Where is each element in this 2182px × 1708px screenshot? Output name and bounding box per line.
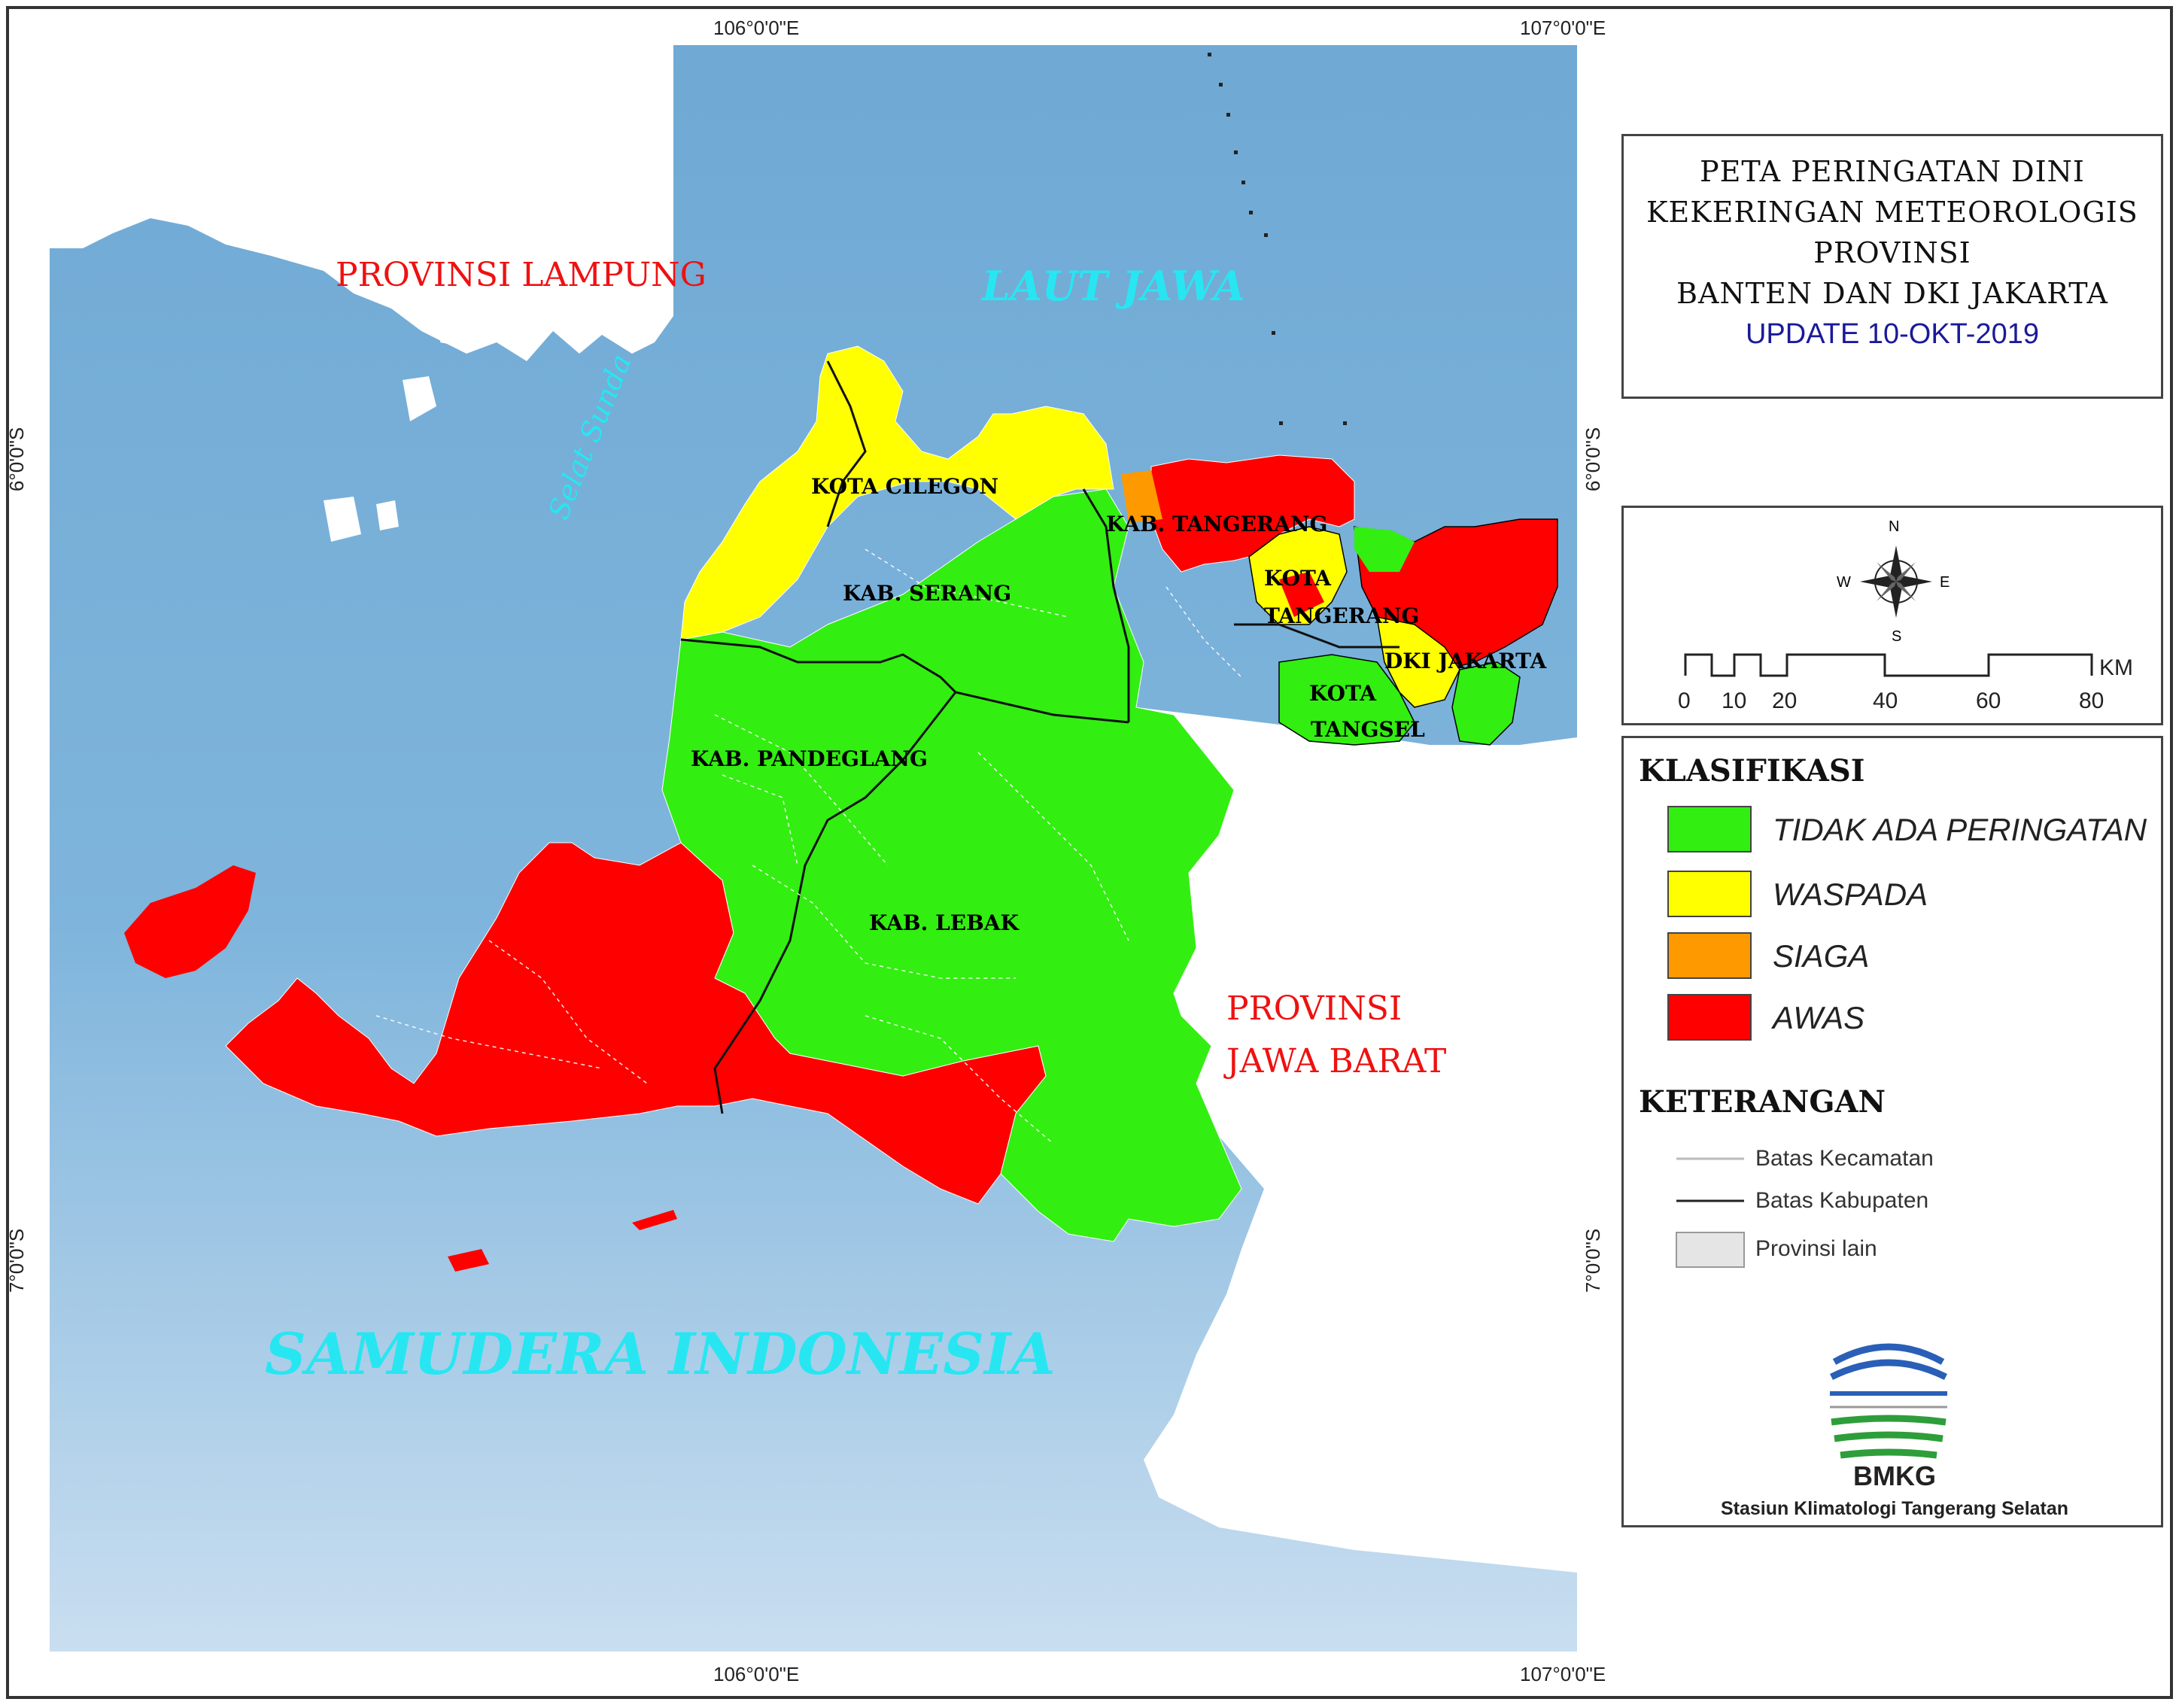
lon-label-107-top: 107°0'0"E — [1520, 17, 1606, 39]
title-line-1: PETA PERINGATAN DINI — [1700, 155, 2085, 188]
kecamatan-boundaries — [375, 549, 1242, 1144]
legend-label-awas: AWAS — [1773, 1000, 1865, 1035]
label-kota-tangsel-1: KOTA — [1309, 681, 1377, 706]
lat-label-6-left: 6°0'0"S — [5, 427, 29, 492]
banten-green-central — [661, 488, 1242, 1242]
legend-label-tidak-ada: TIDAK ADA PERINGATAN — [1773, 812, 2147, 847]
lat-label-6-right: 6°0'0"S — [1582, 427, 1605, 492]
banten-waspada-northwest — [680, 345, 1114, 640]
scale-unit: KM — [2099, 655, 2133, 680]
legend-box: KLASIFIKASI TIDAK ADA PERINGATAN WASPADA… — [1621, 736, 2163, 1527]
label-kab-tangerang: KAB. TANGERANG — [1106, 512, 1328, 536]
legend-swatch-waspada — [1667, 871, 1752, 917]
lampung-landmass — [50, 45, 673, 361]
label-provinsi-lampung: PROVINSI LAMPUNG — [336, 256, 707, 294]
scale-tick-80: 80 — [2079, 688, 2105, 713]
legend-klasifikasi-title: KLASIFIKASI — [1639, 753, 1865, 789]
label-kota-cilegon: KOTA CILEGON — [811, 474, 999, 499]
legend-swatch-tidak-ada — [1667, 806, 1752, 852]
legend-batas-kabupaten: Batas Kabupaten — [1755, 1188, 1929, 1213]
islet-south-1 — [448, 1249, 489, 1272]
panaitan-island — [124, 865, 256, 978]
scale-tick-60: 60 — [1976, 688, 2001, 713]
legend-label-waspada: WASPADA — [1773, 877, 1928, 912]
label-kota-tangerang-2: TANGERANG — [1264, 603, 1420, 628]
lat-label-7-left: 7°0'0"S — [5, 1228, 29, 1293]
jakarta-south-green — [1451, 661, 1521, 746]
kota-tangerang-awas — [1279, 572, 1324, 617]
label-kab-pandeglang: KAB. PANDEGLANG — [691, 746, 928, 771]
update-date: UPDATE 10-OKT-2019 — [1745, 318, 2039, 350]
kabupaten-boundary — [826, 360, 867, 527]
thousand-islands — [1208, 53, 1347, 425]
scale-tick-10: 10 — [1722, 688, 1747, 713]
compass-w: W — [1837, 574, 1851, 591]
bmkg-station: Stasiun Klimatologi Tangerang Selatan — [1720, 1498, 2069, 1519]
label-samudera-indonesia: SAMUDERA INDONESIA — [265, 1321, 1056, 1387]
compass-e: E — [1940, 574, 1950, 591]
lampung-islet — [440, 316, 463, 346]
title-line-3: PROVINSI — [1813, 236, 1971, 269]
provinsi-lain-symbol — [1676, 1232, 1745, 1268]
title-line-2: KEKERINGAN METEOROLOGIS — [1646, 196, 2138, 229]
kab-tangerang-awas — [1150, 454, 1355, 573]
jabar-landmass — [1136, 707, 1577, 1573]
dki-green-strip — [1354, 527, 1415, 572]
compass-scale-box: N S E W 0 10 20 40 60 80 KM — [1621, 506, 2163, 725]
kabupaten-boundary — [1234, 623, 1399, 649]
map-title-box: PETA PERINGATAN DINI KEKERINGAN METEOROL… — [1621, 134, 2163, 399]
compass-n: N — [1889, 518, 1900, 535]
label-laut-jawa: LAUT JAWA — [982, 262, 1245, 310]
scale-tick-0: 0 — [1678, 688, 1691, 713]
label-kota-tangsel-2: TANGSEL — [1311, 717, 1425, 742]
lon-label-106-top: 106°0'0"E — [713, 17, 800, 39]
compass-rose — [1860, 546, 1932, 618]
legend-provinsi-lain: Provinsi lain — [1755, 1236, 1877, 1261]
lampung-islet — [324, 497, 361, 542]
label-kab-serang: KAB. SERANG — [843, 581, 1012, 606]
islet-south-2 — [632, 1210, 677, 1230]
dki-waspada — [1376, 616, 1460, 708]
legend-keterangan-title: KETERANGAN — [1639, 1084, 1886, 1120]
label-jabar-1: PROVINSI — [1226, 989, 1402, 1028]
lon-label-106-bottom: 106°0'0"E — [713, 1663, 800, 1685]
kota-tangsel-green — [1278, 654, 1415, 746]
legend-label-siaga: SIAGA — [1773, 938, 1870, 974]
kabupaten-boundary — [1082, 488, 1130, 722]
kabupaten-boundary — [680, 638, 1129, 724]
lat-label-7-right: 7°0'0"S — [1582, 1228, 1605, 1293]
scale-bar — [1684, 653, 2093, 677]
kab-tangerang-siaga — [1121, 470, 1162, 523]
label-dki-jakarta: DKI JAKARTA — [1384, 649, 1547, 673]
scale-tick-40: 40 — [1873, 688, 1898, 713]
compass-s: S — [1892, 628, 1902, 645]
legend-swatch-awas — [1667, 994, 1752, 1041]
label-jabar-2: JAWA BARAT — [1226, 1042, 1447, 1080]
label-kab-lebak: KAB. LEBAK — [869, 910, 1019, 935]
legend-swatch-siaga — [1667, 932, 1752, 979]
lon-label-107-bottom: 107°0'0"E — [1520, 1663, 1606, 1685]
label-kota-tangerang-1: KOTA — [1264, 566, 1332, 591]
bmkg-name: BMKG — [1853, 1460, 1936, 1491]
lampung-islet — [376, 500, 399, 530]
scale-tick-20: 20 — [1772, 688, 1798, 713]
title-line-4: BANTEN DAN DKI JAKARTA — [1676, 277, 2108, 310]
lampung-islet — [403, 376, 436, 421]
kabupaten-boundary — [713, 691, 957, 1114]
legend-batas-kecamatan: Batas Kecamatan — [1755, 1146, 1934, 1171]
bmkg-logo — [1829, 1343, 1948, 1459]
